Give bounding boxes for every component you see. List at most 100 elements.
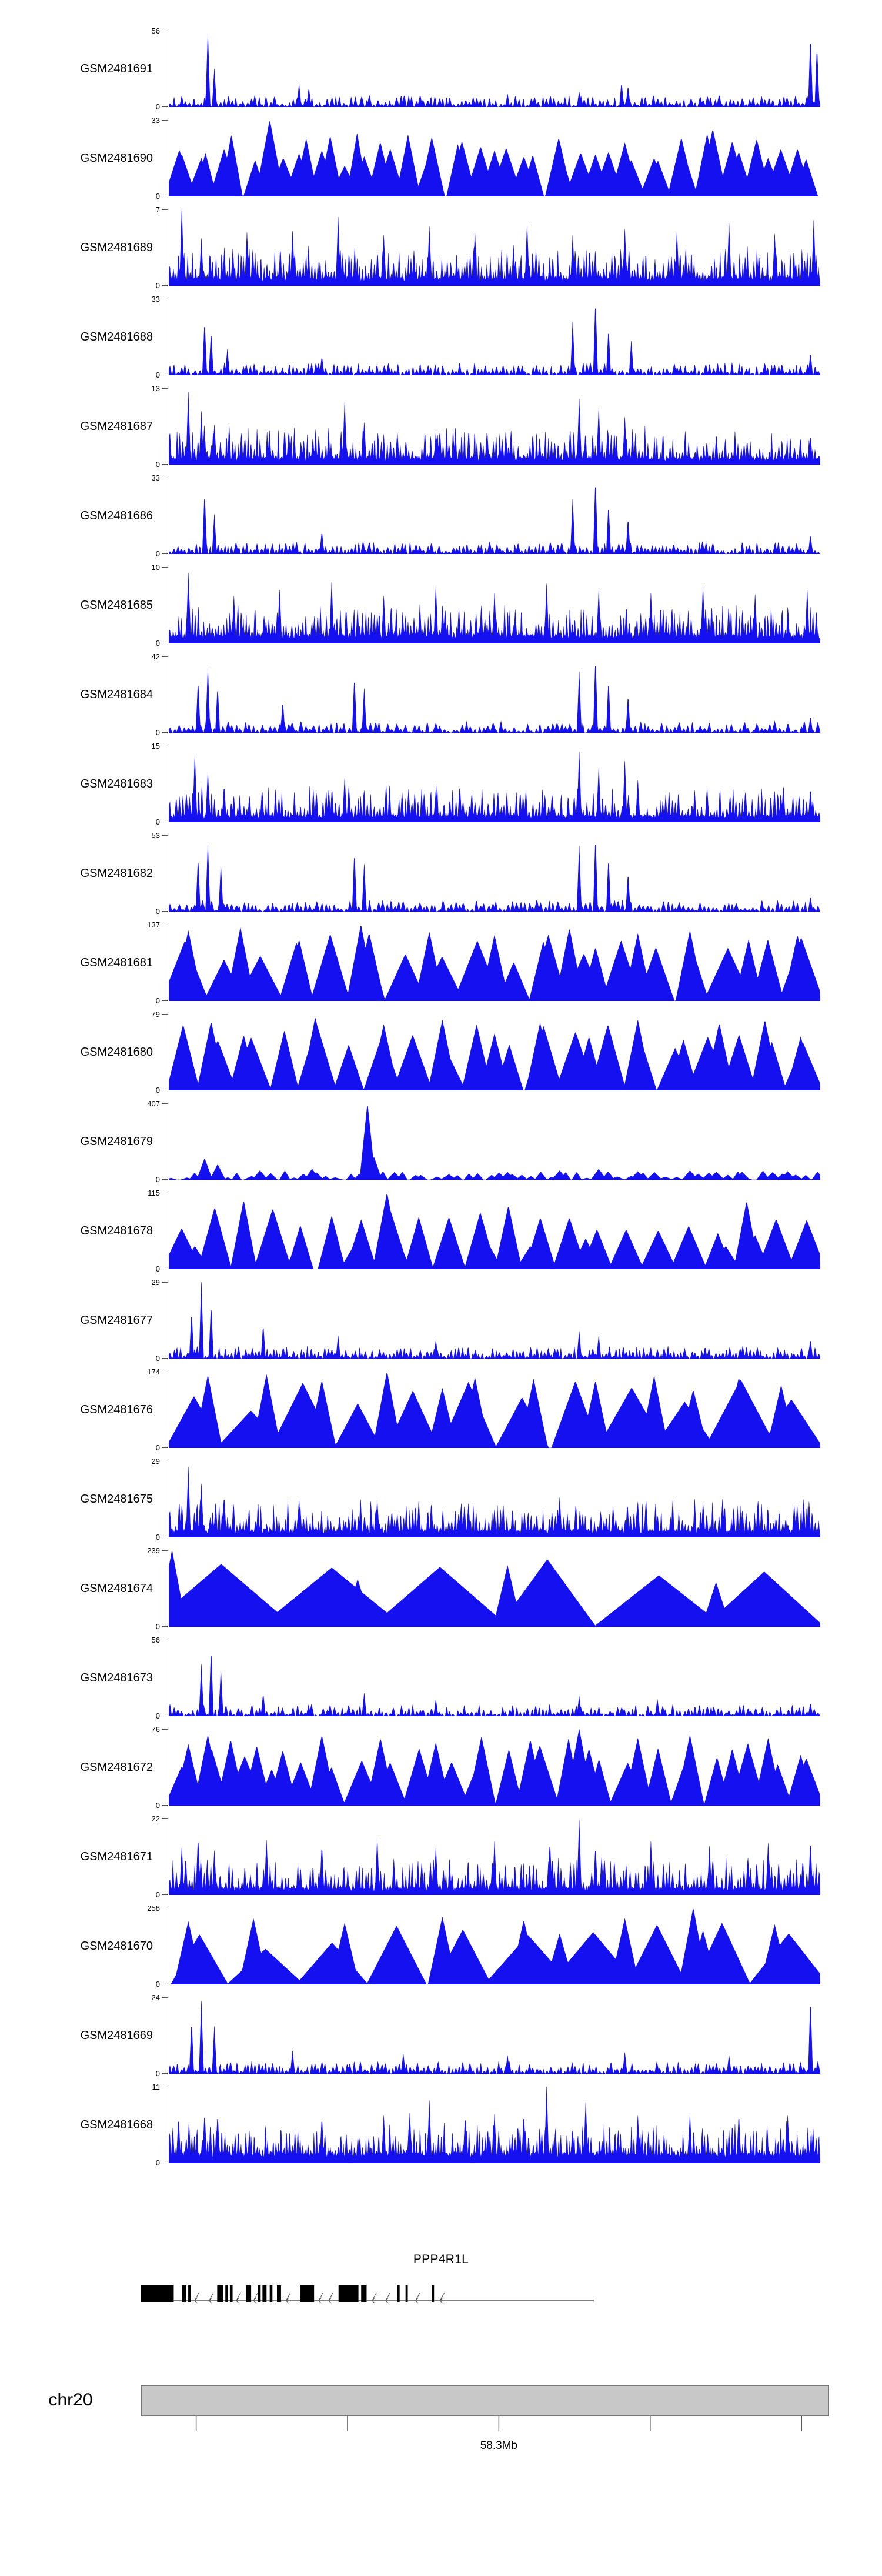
y-axis-tick-max — [162, 1818, 168, 1820]
coverage-plot[interactable] — [169, 567, 820, 643]
y-axis-min-label: 0 — [155, 460, 160, 469]
y-axis-min-label: 0 — [155, 1086, 160, 1095]
track-label: GSM2481677 — [80, 1314, 153, 1327]
coverage-track[interactable]: GSM2481683 15 0 — [0, 742, 882, 826]
y-axis-min-label: 0 — [155, 371, 160, 379]
coverage-plot[interactable] — [169, 120, 820, 196]
coverage-plot[interactable] — [169, 1640, 820, 1716]
coverage-area-svg — [169, 2087, 820, 2163]
coverage-plot[interactable] — [169, 388, 820, 465]
coverage-track[interactable]: GSM2481674 239 0 — [0, 1547, 882, 1630]
coverage-plot[interactable] — [169, 656, 820, 733]
track-y-axis: 22 0 — [152, 1815, 169, 1898]
track-label: GSM2481670 — [80, 1940, 153, 1953]
coverage-track[interactable]: GSM2481690 33 0 — [0, 116, 882, 200]
coverage-track[interactable]: GSM2481688 33 0 — [0, 295, 882, 379]
gene-model-track[interactable] — [141, 2276, 594, 2311]
y-axis-max-label: 239 — [147, 1546, 160, 1555]
coverage-area-svg — [169, 1729, 820, 1806]
y-axis-tick-max — [162, 1997, 168, 1998]
coverage-plot[interactable] — [169, 746, 820, 822]
coverage-track[interactable]: GSM2481668 11 0 — [0, 2083, 882, 2167]
track-label: GSM2481675 — [80, 1493, 153, 1506]
coverage-plot[interactable] — [169, 1103, 820, 1180]
coverage-track[interactable]: GSM2481676 174 0 — [0, 1368, 882, 1452]
coverage-plot[interactable] — [169, 1550, 820, 1627]
track-y-axis: 79 0 — [152, 1010, 169, 1094]
coverage-plot[interactable] — [169, 1997, 820, 2074]
y-axis-max-label: 10 — [151, 563, 160, 572]
track-y-axis: 33 0 — [152, 295, 169, 379]
coverage-track[interactable]: GSM2481672 76 0 — [0, 1726, 882, 1809]
coverage-area-svg — [169, 209, 820, 286]
coverage-area-svg — [169, 1656, 820, 1716]
coverage-plot[interactable] — [169, 2087, 820, 2163]
coverage-track[interactable]: GSM2481687 13 0 — [0, 385, 882, 469]
coverage-track[interactable]: GSM2481680 79 0 — [0, 1010, 882, 1094]
coverage-track[interactable]: GSM2481689 7 0 — [0, 205, 882, 289]
coverage-track[interactable]: GSM2481673 56 0 — [0, 1636, 882, 1720]
coverage-plot[interactable] — [169, 835, 820, 912]
y-axis-max-label: 33 — [151, 295, 160, 303]
coverage-plot[interactable] — [169, 1193, 820, 1269]
coverage-area-svg — [169, 392, 820, 465]
y-axis-min-label: 0 — [155, 2069, 160, 2078]
coverage-area-svg — [169, 32, 820, 107]
coverage-track[interactable]: GSM2481678 115 0 — [0, 1189, 882, 1273]
coverage-track[interactable]: GSM2481669 24 0 — [0, 1994, 882, 2078]
coverage-plot[interactable] — [169, 1908, 820, 1984]
y-axis-min-label: 0 — [155, 1443, 160, 1452]
track-y-axis: 258 0 — [147, 1904, 169, 1988]
y-axis-min-label: 0 — [155, 2158, 160, 2167]
y-axis-tick-min — [162, 732, 168, 733]
coverage-area-svg — [169, 752, 820, 822]
coverage-area-svg — [169, 1551, 820, 1627]
track-y-axis: 33 0 — [152, 116, 169, 200]
track-label: GSM2481669 — [80, 2029, 153, 2042]
coverage-plot[interactable] — [169, 925, 820, 1001]
coordinate-tick-label: 58.3Mb — [480, 2440, 518, 2452]
coverage-area-svg — [169, 1820, 820, 1895]
coverage-track[interactable]: GSM2481691 56 0 — [0, 27, 882, 111]
coverage-plot[interactable] — [169, 1729, 820, 1806]
y-axis-tick-max — [162, 1550, 168, 1551]
track-y-axis: 15 0 — [152, 742, 169, 826]
track-label: GSM2481676 — [80, 1403, 153, 1416]
y-axis-max-label: 7 — [155, 205, 160, 214]
coverage-plot[interactable] — [169, 1014, 820, 1090]
y-axis-tick-min — [162, 106, 168, 107]
track-y-axis: 56 0 — [152, 1636, 169, 1720]
coverage-plot[interactable] — [169, 1282, 820, 1359]
track-label: GSM2481684 — [80, 688, 153, 701]
coverage-track[interactable]: GSM2481682 53 0 — [0, 832, 882, 915]
coverage-plot[interactable] — [169, 1372, 820, 1448]
coverage-plot[interactable] — [169, 31, 820, 107]
track-y-axis: 239 0 — [147, 1547, 169, 1630]
y-axis-max-label: 137 — [147, 920, 160, 929]
coverage-track[interactable]: GSM2481684 42 0 — [0, 653, 882, 736]
y-axis-tick-min — [162, 1179, 168, 1180]
coverage-track[interactable]: GSM2481681 137 0 — [0, 921, 882, 1005]
y-axis-tick-max — [162, 209, 168, 211]
coverage-track[interactable]: GSM2481670 258 0 — [0, 1904, 882, 1988]
coverage-track[interactable]: GSM2481686 33 0 — [0, 474, 882, 558]
coverage-track[interactable]: GSM2481685 10 0 — [0, 563, 882, 647]
y-axis-max-label: 11 — [152, 2083, 161, 2091]
track-y-axis: 53 0 — [152, 832, 169, 915]
coverage-area-svg — [169, 1018, 820, 1090]
coverage-plot[interactable] — [169, 478, 820, 554]
coverage-plot[interactable] — [169, 299, 820, 375]
coverage-plot[interactable] — [169, 1818, 820, 1895]
track-y-axis: 42 0 — [152, 653, 169, 736]
coverage-track[interactable]: GSM2481679 407 0 — [0, 1100, 882, 1183]
y-axis-min-label: 0 — [155, 1890, 160, 1899]
chromosome-ideogram[interactable] — [141, 2385, 829, 2416]
y-axis-tick-max — [162, 1103, 168, 1105]
coverage-track[interactable]: GSM2481671 22 0 — [0, 1815, 882, 1898]
coverage-track[interactable]: GSM2481675 29 0 — [0, 1457, 882, 1541]
coverage-plot[interactable] — [169, 1461, 820, 1537]
coverage-plot[interactable] — [169, 209, 820, 286]
track-y-axis: 56 0 — [152, 27, 169, 111]
coverage-track[interactable]: GSM2481677 29 0 — [0, 1279, 882, 1362]
